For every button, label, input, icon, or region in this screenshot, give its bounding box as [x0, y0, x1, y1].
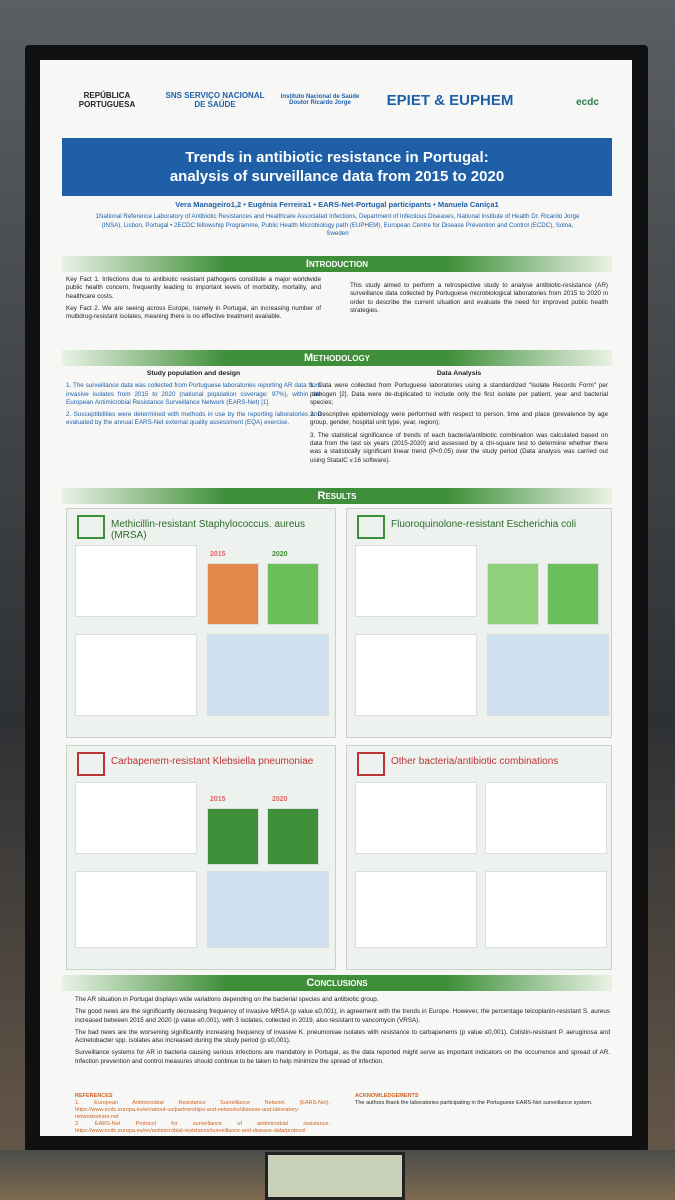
panel-title: Other bacteria/antibiotic combinations: [391, 756, 559, 767]
icon: [357, 515, 385, 539]
chart-image: [75, 634, 197, 716]
title-box: Trends in antibiotic resistance in Portu…: [62, 138, 612, 196]
reference: 1. European Antimicrobial Resistance Sur…: [75, 1100, 330, 1120]
section-heading: Conclusions: [62, 975, 612, 991]
intro-aim: This study aimed to perform a retrospect…: [350, 282, 608, 314]
method-left: Study population and design 1. The surve…: [66, 370, 321, 432]
references: REFERENCES 1. European Antimicrobial Res…: [75, 1093, 330, 1135]
logo: REPÚBLICA PORTUGUESA: [78, 91, 136, 109]
chart-image: [485, 871, 607, 948]
title-line: analysis of surveillance data from 2015 …: [169, 168, 505, 185]
kiosk-screen: [265, 1152, 405, 1200]
chart-image: [75, 782, 197, 854]
method-item: 1. Data were collected from Portuguese l…: [310, 382, 608, 406]
conclusion: The good news are the significantly decr…: [75, 1008, 610, 1024]
section-heading: Methodology: [62, 350, 612, 366]
map-year: 2015: [210, 551, 226, 558]
chart-image: [355, 545, 477, 617]
chart-image: [355, 871, 477, 948]
chart-image: [75, 545, 197, 617]
panel-title: Fluoroquinolone-resistant Escherichia co…: [391, 519, 577, 530]
panel-title: Carbapenem-resistant Klebsiella pneumoni…: [111, 756, 314, 767]
chart-image: [207, 871, 329, 948]
logo: EPIET & EUPHEM: [386, 91, 514, 109]
map-year: 2015: [210, 796, 226, 803]
map-image: [547, 563, 599, 625]
method-item: 2. Susceptibilities were determined with…: [66, 411, 321, 427]
conclusions: The AR situation in Portugal displays wi…: [75, 996, 610, 1070]
conclusion: The bad news are the worsening significa…: [75, 1028, 610, 1045]
method-item: 2. Descriptive epidemiology were perform…: [310, 411, 608, 427]
logo: Instituto Nacional de Saúde Doutor Ricar…: [280, 94, 360, 106]
intro-left: Key Fact 1. Infections due to antibiotic…: [66, 276, 321, 325]
acknowledgements-heading: ACKNOWLEDGEMENTS: [355, 1093, 419, 1099]
panel-title: Methicillin-resistant Staphylococcus. au…: [111, 519, 305, 541]
map-image: [267, 808, 319, 865]
result-panel: Carbapenem-resistant Klebsiella pneumoni…: [66, 745, 336, 970]
method-right: Data Analysis 1. Data were collected fro…: [310, 370, 608, 469]
method-item: 3. The statistical significance of trend…: [310, 431, 608, 464]
acknowledgements: ACKNOWLEDGEMENTS The authors thank the l…: [355, 1093, 610, 1107]
icon: [77, 515, 105, 539]
chart-image: [355, 782, 477, 854]
subheading: Data Analysis: [436, 370, 482, 377]
section-heading: Introduction: [62, 256, 612, 272]
references-heading: REFERENCES: [75, 1093, 113, 1099]
map-year: 2020: [272, 796, 288, 803]
affiliations: 1National Reference Laboratory of Antibi…: [95, 213, 580, 237]
logo: ecdc: [576, 96, 599, 108]
chart-image: [75, 871, 197, 948]
conclusion: The AR situation in Portugal displays wi…: [75, 996, 379, 1003]
map-image: [267, 563, 319, 625]
icon: [77, 752, 105, 776]
logo: SNS SERVIÇO NACIONAL DE SAÚDE: [165, 91, 265, 109]
key-fact: Key Fact 1. Infections due to antibiotic…: [66, 276, 321, 300]
chart-image: [485, 782, 607, 854]
chart-image: [355, 634, 477, 716]
icon: [357, 752, 385, 776]
map-image: [487, 563, 539, 625]
acknowledgements-text: The authors thank the laboratories parti…: [355, 1100, 593, 1106]
result-panel: Fluoroquinolone-resistant Escherichia co…: [346, 508, 612, 738]
title-line: Trends in antibiotic resistance in Portu…: [185, 149, 489, 166]
result-panel: Methicillin-resistant Staphylococcus. au…: [66, 508, 336, 738]
map-image: [207, 563, 259, 625]
chart-image: [207, 634, 329, 716]
subheading: Study population and design: [146, 370, 241, 377]
method-item: 1. The surveillance data was collected f…: [66, 382, 321, 406]
result-panel: Other bacteria/antibiotic combinations: [346, 745, 612, 970]
conclusion: Surveillance systems for AR in bacteria …: [75, 1049, 610, 1065]
section-heading: Results: [62, 488, 612, 504]
map-year: 2020: [272, 551, 288, 558]
reference: 2. EARS-Net Protocol for surveillance of…: [75, 1121, 330, 1134]
chart-image: [487, 634, 609, 716]
key-fact: Key Fact 2. We are seeing across Europe,…: [66, 304, 321, 321]
authors: Vera Manageiro1,2 • Eugénia Ferreira1 • …: [175, 200, 499, 209]
map-image: [207, 808, 259, 865]
